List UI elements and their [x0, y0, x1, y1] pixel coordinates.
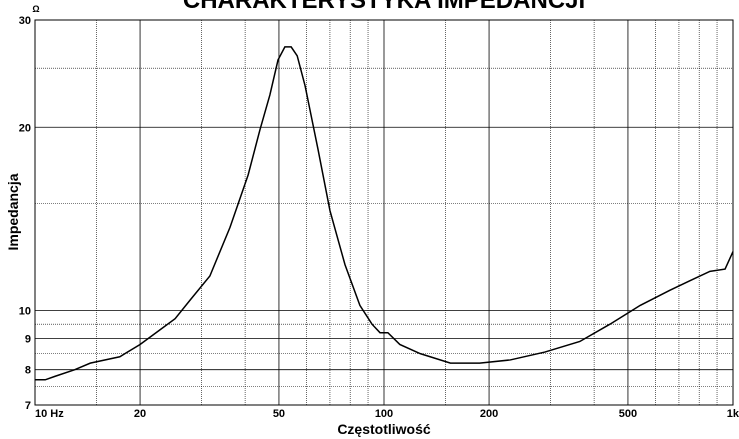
x-tick-label: 10 Hz	[35, 408, 64, 420]
plot-frame	[34, 19, 734, 406]
y-tick-label: 9	[25, 334, 31, 346]
x-tick-label: 200	[480, 408, 498, 420]
x-tick-label: 500	[619, 408, 637, 420]
y-axis-label: Impedancja	[5, 173, 21, 250]
x-axis-label: Częstotliwość	[337, 421, 431, 437]
x-tick-label: 1k	[727, 408, 739, 420]
x-tick-label: 50	[273, 408, 285, 420]
y-tick-label: 8	[25, 365, 31, 377]
chart-title: CHARAKTERYSTYKA IMPEDANCJI	[183, 0, 585, 14]
x-tick-label: 100	[375, 408, 393, 420]
y-tick-label: 7	[25, 400, 31, 412]
x-tick-label: 20	[134, 408, 146, 420]
y-unit: Ω	[32, 4, 39, 14]
y-tick-label: 20	[19, 122, 31, 134]
y-tick-label: 30	[19, 15, 31, 27]
y-tick-label: 10	[19, 306, 31, 318]
impedance-line	[35, 46, 734, 381]
